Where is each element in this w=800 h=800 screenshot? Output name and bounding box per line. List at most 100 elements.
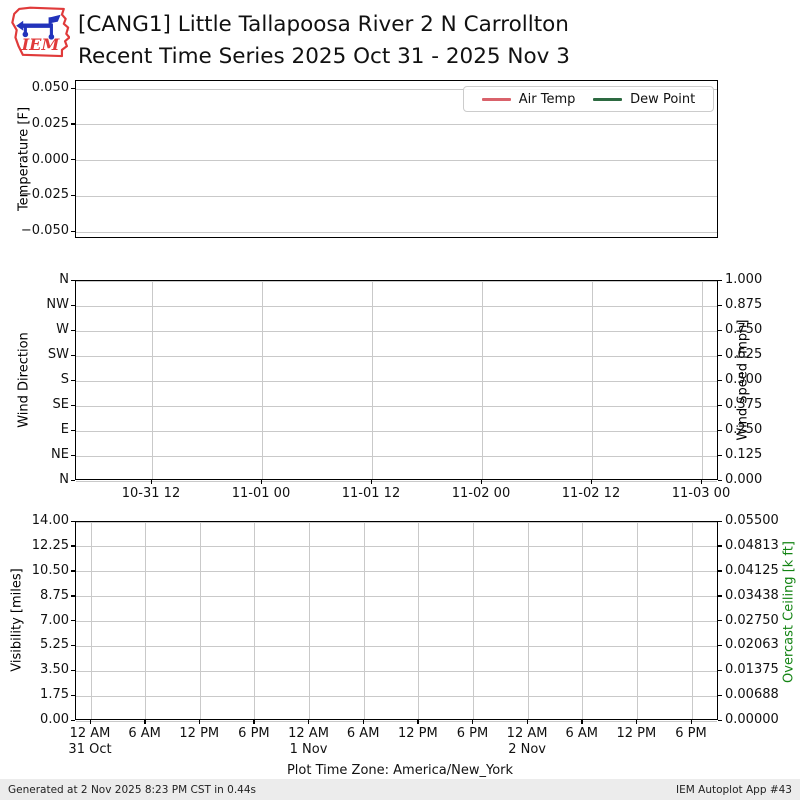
legend-item-dew-point: Dew Point — [593, 92, 695, 107]
gridline — [151, 281, 153, 479]
tick-mark — [260, 480, 262, 484]
gridline — [76, 88, 717, 90]
tick-mark — [71, 570, 75, 572]
tick-mark — [718, 454, 722, 456]
tick-mark — [71, 329, 75, 331]
tick-label: 11-01 12 — [341, 486, 401, 501]
page-subtitle: Recent Time Series 2025 Oct 31 - 2025 No… — [78, 44, 570, 69]
tick-label: 1.75 — [40, 687, 69, 703]
gridline — [527, 522, 529, 719]
tick-label: 12 PM — [179, 726, 220, 741]
air-temp-line-swatch — [481, 97, 511, 101]
gridline — [199, 522, 201, 719]
tick-label: 0.050 — [31, 80, 69, 95]
tick-mark — [718, 404, 722, 406]
gridline — [76, 280, 717, 282]
dew-point-line-swatch — [593, 97, 623, 101]
gridline — [309, 522, 311, 719]
visibility-plot-area — [75, 521, 718, 722]
gridline — [76, 405, 717, 407]
tick-mark — [362, 720, 365, 724]
tick-label: 0.00000 — [725, 712, 779, 727]
tick-mark — [71, 354, 75, 356]
tick-label: −0.025 — [20, 187, 69, 203]
tick-label: 0.250 — [725, 422, 763, 437]
tick-mark — [718, 620, 722, 622]
wind-vane-icon — [16, 14, 61, 40]
gridline — [90, 522, 92, 719]
gridline — [76, 621, 717, 622]
tick-mark — [308, 720, 310, 724]
tick-mark — [718, 669, 722, 672]
tick-label: 0.04813 — [725, 537, 779, 553]
tick-label: 0.025 — [31, 115, 69, 131]
tick-label: SW — [47, 347, 69, 362]
tick-mark — [71, 454, 75, 456]
tick-label: 11-03 00 — [671, 486, 731, 501]
tick-label: 0.625 — [725, 347, 763, 362]
tick-label: 12 AM — [288, 726, 329, 741]
tick-mark — [718, 520, 722, 522]
gridline — [76, 430, 717, 432]
tick-mark — [71, 87, 75, 89]
tick-label: 11-01 00 — [231, 486, 291, 501]
tick-mark — [71, 545, 75, 547]
gridline — [76, 645, 717, 647]
gridline — [76, 521, 717, 523]
tick-label: 0.02063 — [725, 637, 779, 653]
tick-mark — [718, 329, 722, 331]
tick-label: 5.25 — [40, 637, 69, 653]
footer-bar: Generated at 2 Nov 2025 8:23 PM CST in 0… — [0, 779, 800, 800]
tick-label: 0.875 — [725, 297, 763, 312]
tick-mark — [718, 354, 722, 356]
tick-label: 0.375 — [725, 397, 763, 412]
tick-label: N — [59, 272, 69, 287]
gridline — [363, 522, 365, 719]
tick-mark — [71, 230, 75, 232]
tick-label: 1 Nov — [289, 742, 328, 757]
tick-label: 1.000 — [725, 272, 763, 287]
gridline — [371, 281, 373, 479]
tick-label: 6 PM — [675, 726, 707, 741]
tick-mark — [89, 720, 91, 724]
gridline — [76, 195, 717, 197]
tick-mark — [718, 719, 722, 721]
gridline — [76, 124, 717, 126]
tick-label: S — [60, 372, 69, 387]
tick-label: 6 AM — [346, 726, 380, 741]
tick-mark — [718, 429, 722, 431]
tick-mark — [71, 304, 75, 306]
tick-mark — [718, 545, 722, 547]
tick-mark — [71, 520, 75, 522]
gridline — [472, 522, 474, 719]
tick-label: 10-31 12 — [121, 486, 181, 501]
tick-mark — [370, 480, 372, 484]
tick-mark — [700, 480, 702, 484]
tick-mark — [690, 720, 692, 724]
tick-label: 12 AM — [69, 726, 111, 741]
gridline — [481, 281, 483, 479]
temperature-plot-area — [75, 80, 718, 238]
tick-label: 0.05500 — [725, 513, 779, 528]
tick-mark — [718, 644, 722, 647]
tick-label: NW — [46, 297, 69, 312]
gridline — [582, 522, 584, 719]
tick-label: 12 PM — [616, 726, 657, 741]
tick-mark — [718, 479, 722, 481]
gridline — [76, 231, 717, 233]
wind-plot-area — [75, 280, 718, 482]
legend-label-air-temp: Air Temp — [518, 91, 576, 107]
tick-label: 8.75 — [40, 587, 69, 603]
gridline — [76, 596, 717, 598]
tick-mark — [718, 279, 722, 281]
iem-logo-text: IEM — [21, 35, 61, 54]
gridline — [691, 522, 693, 719]
gridline — [76, 720, 717, 722]
gridline — [591, 281, 593, 479]
tick-label: 0.000 — [725, 472, 763, 487]
tick-mark — [718, 595, 722, 597]
tick-label: 12.25 — [31, 537, 69, 553]
tick-mark — [71, 123, 75, 125]
gridline — [76, 695, 717, 697]
tick-mark — [198, 720, 201, 724]
